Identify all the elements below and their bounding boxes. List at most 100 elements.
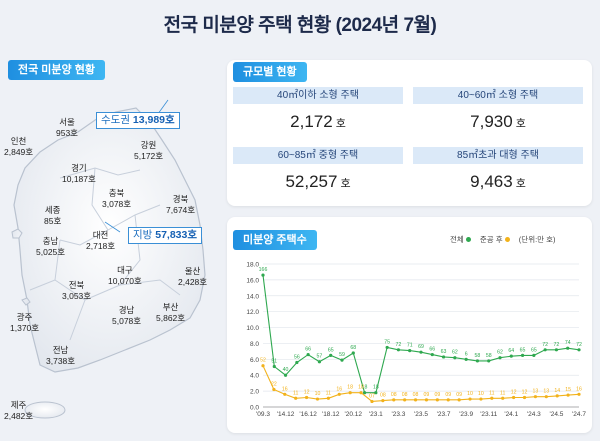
region-incheon: 인천 2,849호 [4, 136, 34, 157]
data-point-completed [479, 397, 483, 401]
data-label-total: 166 [259, 267, 268, 273]
chart-legend: 전체 준공 후 (단위:만 호) [450, 234, 556, 245]
data-label-total: 75 [384, 339, 390, 345]
data-label-total: 74 [565, 340, 571, 346]
data-label-total: 66 [429, 347, 435, 353]
data-label-total: 64 [508, 348, 514, 354]
x-tick-label: '16.12 [299, 411, 317, 418]
data-label-completed: 09 [424, 392, 430, 398]
data-label-completed: 18 [347, 385, 353, 391]
data-point-completed [381, 399, 385, 403]
size-cell-40-60: 40~60㎡ 소형 주택 7,930 호 [413, 87, 583, 141]
region-chungnam: 충남 5,025호 [36, 236, 66, 257]
data-point-total [498, 356, 502, 360]
size-cell-60-85: 60~85㎡ 중형 주택 52,257 호 [233, 147, 403, 201]
data-label-total: 66 [305, 347, 311, 353]
data-label-completed: 16 [282, 386, 288, 392]
region-daejeon: 대전 2,718호 [86, 230, 116, 251]
data-point-total [430, 352, 434, 357]
data-point-completed [283, 392, 287, 396]
data-point-completed [261, 364, 265, 368]
data-point-total [453, 356, 457, 360]
data-label-completed: 08 [402, 392, 408, 398]
local-area-callout: 지방 57,833호 [128, 227, 203, 244]
data-point-total [329, 353, 333, 357]
legend-item-total: 전체 [450, 235, 473, 244]
data-label-completed: 11 [293, 390, 298, 396]
map-section-tag: 전국 미분양 현황 [8, 60, 105, 80]
data-label-total: 72 [396, 342, 402, 348]
data-point-completed [392, 398, 396, 402]
data-point-completed [424, 398, 429, 402]
chart-section-tag: 미분양 주택수 [233, 230, 317, 250]
x-tick-label: '24.7 [572, 411, 586, 418]
data-label-completed: 13 [543, 389, 549, 395]
data-label-completed: 09 [456, 392, 462, 398]
data-label-total: 58 [486, 353, 492, 359]
size-cell-over85: 85㎡초과 대형 주택 9,463 호 [413, 147, 583, 201]
island-west [11, 228, 31, 306]
x-tick-label: '23.3 [391, 411, 405, 418]
data-point-total [374, 391, 378, 395]
y-tick-label: 4.0 [250, 373, 259, 380]
size-cell-label: 85㎡초과 대형 주택 [413, 147, 583, 164]
data-label-total: 63 [441, 349, 447, 355]
data-point-total [261, 273, 265, 277]
data-point-completed [522, 395, 527, 400]
legend-item-completed: 준공 후 [480, 235, 512, 244]
data-label-completed: 12 [304, 389, 310, 395]
data-point-completed [435, 398, 439, 402]
data-point-total [441, 355, 446, 359]
x-tick-label: '20.12 [345, 411, 363, 418]
unit-note: (단위:만 호) [518, 235, 556, 244]
data-point-completed [359, 391, 363, 395]
data-label-completed: 13 [533, 389, 539, 395]
data-point-completed [501, 396, 505, 400]
data-point-completed [577, 392, 581, 396]
x-tick-label: '23.9 [459, 411, 473, 418]
unsold-line-chart: 0.0 2.0 4.0 6.0 8.0 10.0 12.0 14.0 16.0 18.0 '09.3… [246, 262, 586, 419]
y-tick-label: 0.0 [250, 405, 259, 412]
data-label-completed: 16 [336, 386, 342, 392]
data-point-total [554, 348, 559, 352]
data-label-total: 58 [475, 353, 481, 359]
data-point-completed [326, 396, 330, 400]
data-point-total [464, 357, 468, 361]
data-label-completed: 15 [565, 387, 571, 393]
data-label-completed: 11 [500, 390, 505, 396]
data-point-completed [468, 397, 472, 401]
data-point-completed [533, 395, 538, 399]
data-label-total: 72 [542, 342, 548, 348]
data-label-completed: 22 [271, 382, 277, 388]
data-point-completed [566, 393, 570, 397]
region-jeju: 제주 2,482호 [4, 400, 34, 421]
data-point-completed [315, 397, 320, 401]
size-cell-value: 9,463 호 [470, 172, 526, 191]
y-tick-label: 16.0 [246, 277, 259, 284]
data-point-completed [555, 394, 559, 398]
data-label-completed: 14 [554, 388, 560, 394]
data-point-completed [544, 395, 548, 399]
data-label-total: 57 [317, 354, 323, 360]
data-label-total: 72 [554, 342, 560, 348]
data-label-completed: 09 [445, 392, 451, 398]
data-point-total [295, 360, 299, 365]
data-label-total: 62 [452, 350, 458, 356]
data-label-completed: 12 [511, 389, 517, 395]
legend-dot-completed [504, 237, 510, 242]
size-cell-label: 40~60㎡ 소형 주택 [413, 87, 583, 104]
region-gyeongnam: 경남 5,078호 [112, 305, 142, 326]
data-label-completed: 07 [369, 393, 375, 399]
data-point-total [520, 353, 525, 357]
data-label-total: 68 [350, 345, 356, 351]
y-tick-label: 14.0 [246, 293, 259, 300]
size-section-tag: 규모별 현황 [233, 62, 307, 82]
data-label-completed: 10 [478, 391, 484, 397]
data-label-completed: 18 [358, 385, 364, 391]
data-label-total: 59 [339, 352, 345, 358]
y-tick-label: 10.0 [246, 325, 259, 332]
data-point-total [385, 345, 389, 350]
data-point-completed [413, 398, 418, 402]
data-label-total: 18 [362, 385, 368, 391]
data-point-total [272, 364, 276, 369]
